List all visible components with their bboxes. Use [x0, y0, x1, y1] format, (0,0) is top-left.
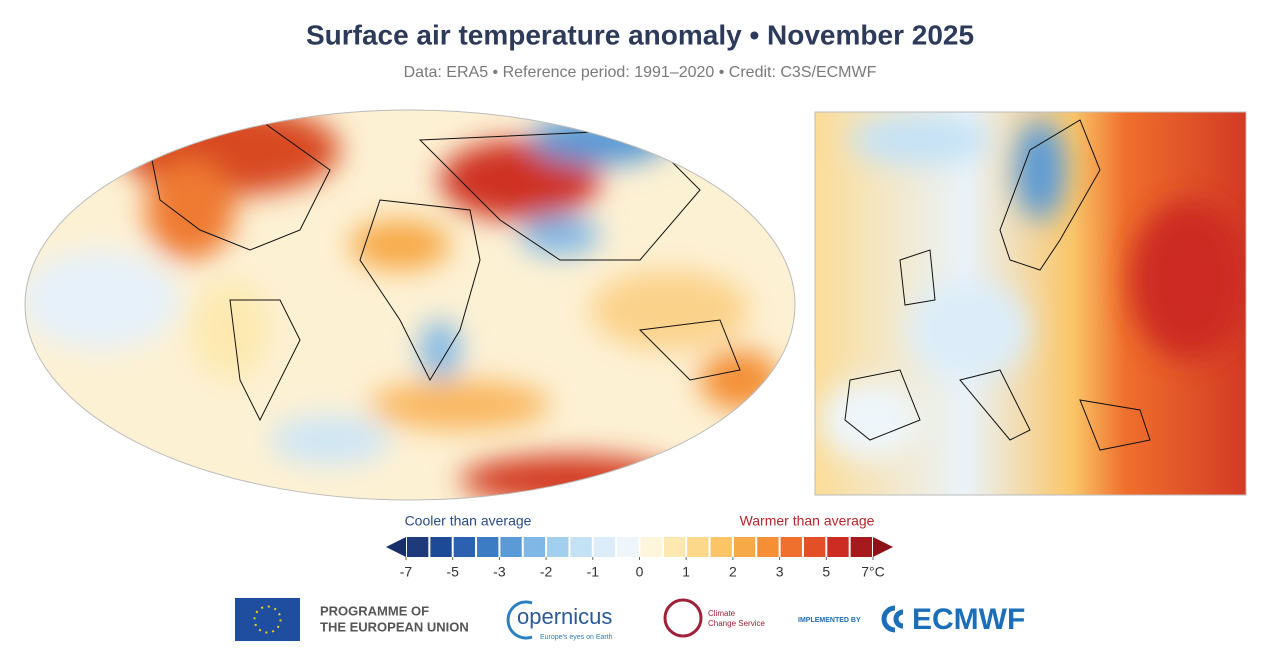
colorbar-bin: [407, 537, 429, 557]
colorbar-bin: [803, 537, 826, 557]
implemented-by: IMPLEMENTED BY: [798, 617, 861, 624]
colorbar-bin: [850, 537, 872, 557]
ecmwf-text: ECMWF: [912, 603, 1025, 636]
colorbar: -7 -5 -3 -2 -1 0 1 2 3 5 7°C: [386, 537, 893, 580]
copernicus-text: opernicus: [517, 604, 612, 629]
colorbar-tick-label: 3: [776, 564, 784, 580]
colorbar-bin: [640, 537, 662, 557]
eu-text: THE EUROPEAN UNION: [320, 619, 469, 634]
colorbar-tick-label: -7: [400, 564, 413, 580]
colorbar-bin: [477, 537, 499, 557]
colorbar-arrow-low: [386, 537, 406, 557]
colorbar-bin: [523, 537, 546, 557]
colorbar-bin: [570, 537, 592, 557]
colorbar-tick-label: -2: [540, 564, 553, 580]
colorbar-bin: [733, 537, 756, 557]
colorbar-bin: [617, 537, 639, 557]
cooler-label: Cooler than average: [405, 513, 532, 529]
c3s-text: Climate: [708, 609, 736, 618]
colorbar-bin: [780, 537, 802, 557]
eu-stars: [253, 605, 282, 634]
title: Surface air temperature anomaly • Novemb…: [306, 19, 974, 50]
colorbar-bin: [827, 537, 849, 557]
subtitle: Data: ERA5 • Reference period: 1991–2020…: [404, 64, 877, 81]
colorbar-tick-label: 5: [822, 564, 830, 580]
colorbar-bin: [593, 537, 616, 557]
ecmwf-mark: [881, 605, 904, 633]
c3s-mark: [663, 598, 703, 638]
copernicus-mark: [506, 600, 533, 640]
colorbar-arrow-high: [873, 537, 893, 557]
colorbar-tick-label: 1: [682, 564, 690, 580]
colorbar-bin: [687, 537, 709, 557]
warmer-label: Warmer than average: [740, 513, 875, 529]
colorbar-tick-label: 2: [729, 564, 737, 580]
c3s-text: Change Service: [708, 619, 765, 628]
colorbar-bin: [547, 537, 569, 557]
colorbar-bin: [663, 537, 686, 557]
colorbar-bin: [710, 537, 732, 557]
eu-text: PROGRAMME OF: [320, 603, 429, 618]
eu-flag: [235, 598, 300, 641]
copernicus-tagline: Europe's eyes on Earth: [540, 634, 613, 641]
europe-map: [815, 112, 1246, 495]
colorbar-tick-label: 7°C: [861, 564, 885, 580]
colorbar-tick-label: -3: [493, 564, 506, 580]
colorbar-bin: [757, 537, 779, 557]
colorbar-tick-label: -1: [587, 564, 600, 580]
colorbar-bin: [500, 537, 522, 557]
colorbar-tick-label: -5: [446, 564, 459, 580]
colorbar-bin: [430, 537, 452, 557]
world-map: [25, 110, 795, 500]
colorbar-bin: [453, 537, 476, 557]
colorbar-tick-label: 0: [636, 564, 644, 580]
